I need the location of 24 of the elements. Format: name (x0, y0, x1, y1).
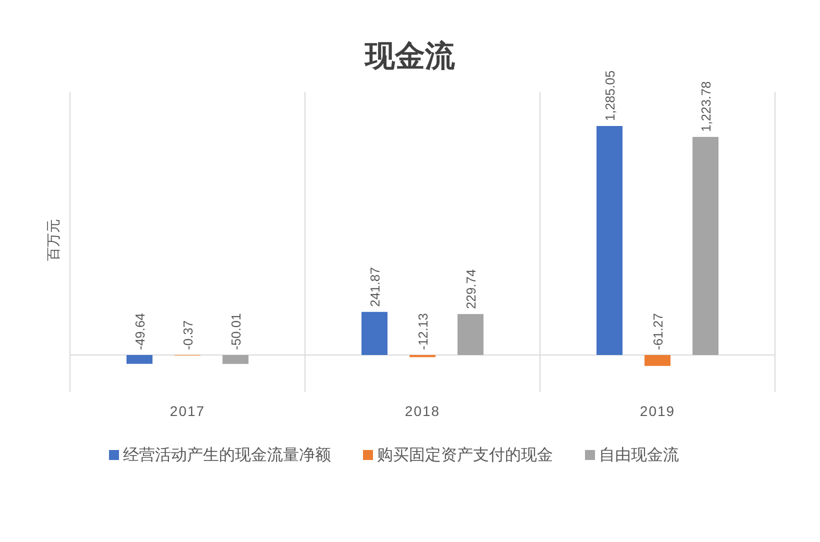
chart-title: 现金流 (364, 39, 456, 73)
data-label: -61.27 (650, 313, 666, 350)
y-axis-title: 百万元 (45, 219, 61, 261)
bar (596, 126, 622, 355)
bar (362, 312, 388, 355)
x-tick-label: 2019 (640, 403, 676, 419)
legend-label: 经营活动产生的现金流量净额 (123, 446, 331, 464)
legend-label: 自由现金流 (599, 446, 679, 464)
x-tick-label: 2018 (404, 403, 440, 419)
data-label: -50.01 (228, 313, 244, 350)
legend-label: 购买固定资产支付的现金 (377, 446, 553, 464)
data-label: -0.37 (180, 320, 196, 350)
data-label: -49.64 (132, 313, 148, 350)
bar (644, 355, 670, 366)
x-tick-label: 2017 (170, 403, 206, 419)
bar (458, 314, 484, 355)
bar (222, 355, 248, 364)
data-label: -12.13 (416, 313, 430, 350)
data-label: 1,285.05 (602, 70, 618, 121)
bar (692, 136, 718, 355)
data-label: 229.74 (464, 269, 478, 310)
bar (126, 355, 152, 364)
data-label: 1,223.78 (698, 81, 714, 132)
data-label: 241.87 (368, 267, 382, 307)
